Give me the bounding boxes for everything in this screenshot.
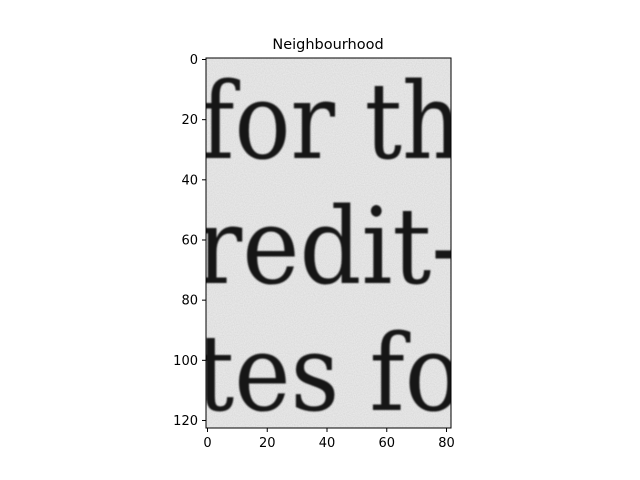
image-grain [206, 58, 451, 428]
y-tick-label: 80 [181, 294, 198, 309]
x-tick-label: 80 [438, 436, 455, 451]
text-line-3: tes fo [196, 312, 462, 435]
image-area: for th redit- tes fo [196, 58, 464, 435]
x-tick-label: 60 [378, 436, 395, 451]
text-line-2: redit- [196, 185, 464, 308]
chart-title: Neighbourhood [272, 37, 383, 53]
x-tick-label: 20 [259, 436, 276, 451]
y-tick-label: 20 [181, 113, 198, 128]
x-tick-label: 40 [319, 436, 336, 451]
y-tick-label: 40 [181, 173, 198, 188]
x-axis: 0 20 40 60 80 [203, 428, 455, 451]
x-tick-label: 0 [203, 436, 211, 451]
axes-frame [205, 57, 452, 429]
y-tick-label: 120 [173, 414, 198, 429]
y-tick-label: 0 [190, 53, 198, 68]
y-tick-label: 60 [181, 233, 198, 248]
y-tick-label: 100 [173, 354, 198, 369]
text-line-1: for th [200, 60, 462, 183]
y-axis: 0 20 40 60 80 100 120 [173, 53, 206, 429]
